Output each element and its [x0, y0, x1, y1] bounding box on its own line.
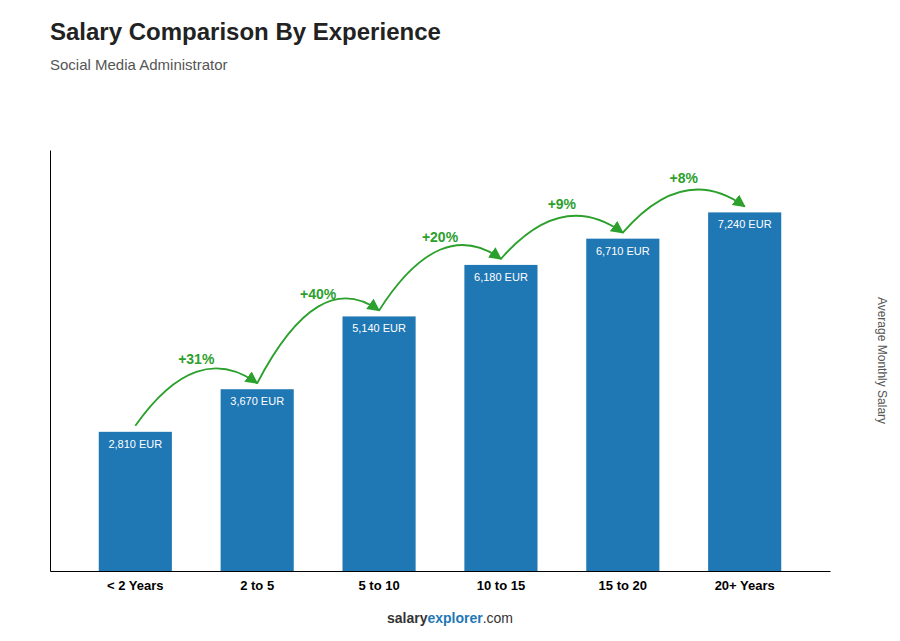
annotations: +31% +40% +20% +9% +8% [135, 170, 744, 426]
data-label: 2,810 EUR [108, 438, 162, 450]
data-label: 5,140 EUR [352, 322, 406, 334]
bar [464, 265, 537, 571]
x-tick-label: 15 to 20 [599, 578, 647, 593]
y-axis [50, 151, 51, 572]
growth-arrow [501, 216, 623, 259]
x-axis-line [51, 571, 831, 572]
x-axis: < 2 Years 2 to 5 5 to 10 10 to 15 15 to 20 20… [51, 571, 831, 593]
growth-arrow [379, 245, 501, 310]
y-axis-title: Average Monthly Salary [875, 297, 889, 424]
plot: < 2 Years 2 to 5 5 to 10 10 to 15 15 to 20 20… [51, 151, 831, 594]
growth-label: +8% [670, 170, 699, 186]
growth-arrow [135, 368, 257, 425]
subtitle: Social Media Administrator [50, 56, 228, 73]
marks [99, 212, 782, 571]
data-label: 7,240 EUR [718, 218, 772, 230]
growth-label: +31% [178, 351, 215, 367]
growth-label: +9% [548, 196, 577, 212]
y-axis-line [50, 151, 51, 572]
footer-part: .com [483, 610, 513, 626]
bar [99, 432, 172, 571]
bar [343, 316, 416, 571]
growth-label: +40% [300, 286, 337, 302]
growth-arrow [257, 298, 379, 383]
data-labels: 2,810 EUR 3,670 EUR 5,140 EUR 6,180 EUR 6,71… [108, 218, 771, 449]
chart: Salary Comparison By Experience Social Me… [0, 0, 900, 641]
x-tick-label: < 2 Years [107, 578, 164, 593]
x-tick: < 2 Years [107, 571, 164, 593]
bar [221, 389, 294, 571]
growth-arrow [623, 189, 745, 232]
footer-part: explorer [427, 610, 483, 626]
x-tick: 2 to 5 [240, 571, 274, 593]
bar [586, 239, 659, 571]
title: Salary Comparison By Experience [50, 18, 441, 45]
x-tick-label: 20+ Years [715, 578, 775, 593]
growth-label: +20% [422, 229, 459, 245]
footer: salaryexplorer.com [387, 610, 513, 626]
bar [708, 212, 781, 571]
x-tick: 5 to 10 [358, 571, 399, 593]
x-tick-label: 5 to 10 [358, 578, 399, 593]
x-tick: 15 to 20 [599, 571, 647, 593]
data-label: 3,670 EUR [230, 395, 284, 407]
data-label: 6,180 EUR [474, 271, 528, 283]
x-tick: 20+ Years [715, 571, 775, 593]
x-tick: 10 to 15 [477, 571, 525, 593]
data-label: 6,710 EUR [596, 245, 650, 257]
x-tick-label: 2 to 5 [240, 578, 274, 593]
footer-part: salary [387, 610, 428, 626]
x-tick-label: 10 to 15 [477, 578, 525, 593]
